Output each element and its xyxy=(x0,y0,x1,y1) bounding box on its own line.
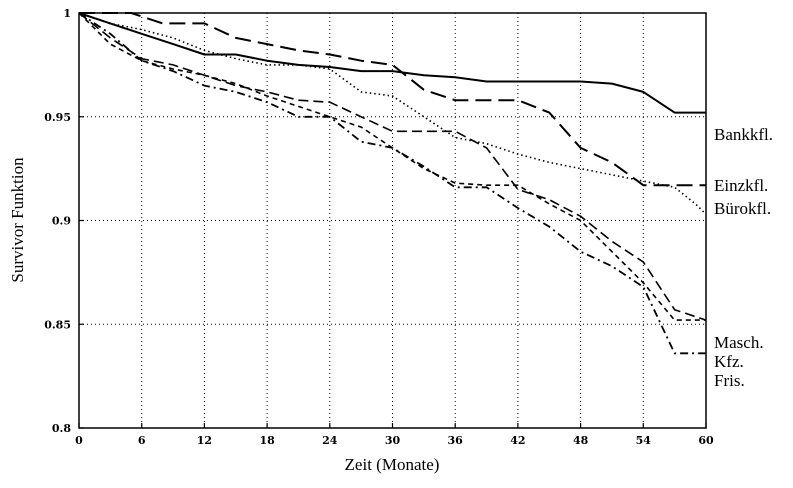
series-label: Kfz. xyxy=(714,352,744,371)
x-tick-label: 12 xyxy=(197,434,212,447)
x-tick-label: 48 xyxy=(573,434,589,447)
series-line xyxy=(78,12,706,114)
series-label: Masch. xyxy=(714,333,764,352)
x-tick-label: 0 xyxy=(75,434,83,447)
series-line xyxy=(79,12,706,187)
series-label: Einzkfl. xyxy=(714,176,768,195)
series-line xyxy=(78,12,707,321)
x-tick-label: 42 xyxy=(510,434,525,447)
x-axis-title: Zeit (Monate) xyxy=(345,455,440,474)
x-tick-label: 18 xyxy=(259,434,275,447)
x-tick-label: 30 xyxy=(385,434,401,447)
series-label: Bürokfl. xyxy=(714,199,771,218)
x-tick-label: 6 xyxy=(138,434,146,447)
y-tick-label: 0.9 xyxy=(52,215,71,228)
y-axis-title: Survivor Funktion xyxy=(8,157,27,283)
x-tick-label: 60 xyxy=(698,434,714,447)
series-labels: Bankkfl. Einzkfl. Bürokfl. Masch.Kfz.Fris. xyxy=(714,125,773,390)
x-tick-label: 24 xyxy=(322,434,338,447)
y-tick-label: 0.8 xyxy=(52,422,71,435)
ticks: 0 6 12 18 24 30 36 42 48 54 60 0.8 0.85 0.9 0.95 1 xyxy=(44,7,714,447)
series-label: Fris. xyxy=(714,371,745,390)
series-line xyxy=(78,12,706,321)
series-line xyxy=(78,12,707,215)
y-tick-label: 0.95 xyxy=(44,111,71,124)
y-tick-label: 1 xyxy=(63,7,71,20)
x-tick-label: 36 xyxy=(448,434,464,447)
series-label: Bankkfl. xyxy=(714,125,773,144)
x-tick-label: 54 xyxy=(636,434,652,447)
series-lines xyxy=(78,12,707,355)
y-tick-label: 0.85 xyxy=(44,318,71,331)
grid xyxy=(79,13,706,428)
series-line xyxy=(78,12,706,355)
